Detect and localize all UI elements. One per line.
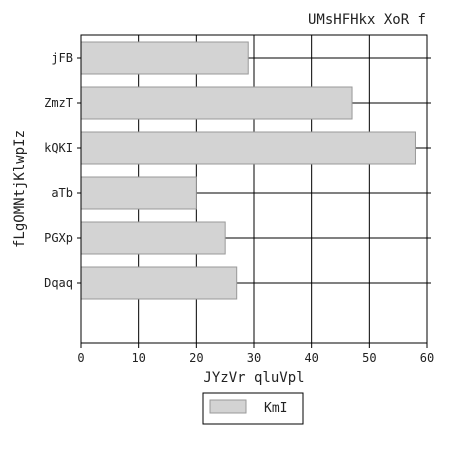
x-tick-label: 60 xyxy=(420,351,434,365)
bar-zmzt xyxy=(80,86,353,120)
bar-pgxp xyxy=(80,221,226,255)
bar-atb xyxy=(80,176,197,210)
legend-swatch xyxy=(209,399,247,414)
y-tick-label: aTb xyxy=(51,186,73,200)
x-tick-label: 50 xyxy=(362,351,376,365)
x-axis-label: JYzVr qluVpl xyxy=(203,370,304,386)
y-tick-label: jFB xyxy=(51,51,73,65)
y-tick-label: Dqaq xyxy=(44,276,73,290)
bar-jfb xyxy=(80,41,249,75)
x-tick-label: 40 xyxy=(304,351,318,365)
x-tick-label: 20 xyxy=(189,351,203,365)
legend: KmI xyxy=(202,392,304,425)
legend-label: KmI xyxy=(264,401,287,416)
x-tick-label: 10 xyxy=(131,351,145,365)
y-tick-label: kQKI xyxy=(44,141,73,155)
chart-title: UMsHFHkx XoR f xyxy=(308,12,426,28)
x-tick-label: 0 xyxy=(77,351,84,365)
bars xyxy=(80,41,416,300)
bar-kqki xyxy=(80,131,416,165)
x-axis-ticks: 0 10 20 30 40 50 60 xyxy=(77,343,434,365)
y-axis-ticks: jFB ZmzT kQKI aTb PGXp Dqaq xyxy=(44,51,81,290)
y-tick-label: ZmzT xyxy=(44,96,73,110)
y-tick-label: PGXp xyxy=(44,231,73,245)
legend-box xyxy=(202,392,304,425)
y-axis-label: fLgOMNtjKlwpIz xyxy=(12,130,28,248)
bar-dqaq xyxy=(80,266,238,300)
x-tick-label: 30 xyxy=(247,351,261,365)
